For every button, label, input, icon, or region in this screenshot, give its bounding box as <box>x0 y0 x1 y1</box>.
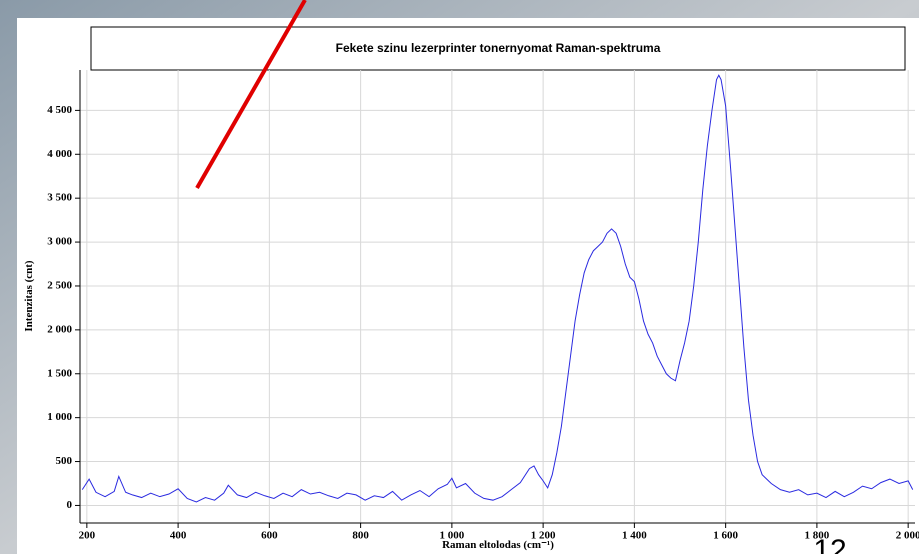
y-tick-label: 0 <box>67 499 73 511</box>
x-tick-label: 200 <box>79 530 96 542</box>
x-tick-label: 1 400 <box>622 530 647 542</box>
x-tick-label: 1 600 <box>713 530 738 542</box>
x-axis-label: Raman eltolodas (cm⁻¹) <box>442 539 554 551</box>
y-tick-label: 4 500 <box>47 104 72 116</box>
y-tick-label: 1 000 <box>47 411 72 423</box>
pointer-line <box>195 0 307 189</box>
y-tick-label: 2 000 <box>47 323 72 335</box>
chart-title: Fekete szinu lezerprinter tonernyomat Ra… <box>336 41 661 55</box>
y-tick-label: 3 500 <box>47 192 72 204</box>
y-tick-label: 2 500 <box>47 279 72 291</box>
y-tick-label: 500 <box>56 455 73 467</box>
x-tick-label: 1 200 <box>531 530 556 542</box>
y-axis-label: Intenzitas (cnt) <box>23 260 35 332</box>
x-tick-label: 2 000 <box>896 530 919 542</box>
y-tick-label: 3 000 <box>47 236 72 248</box>
x-tick-label: 400 <box>170 530 187 542</box>
y-tick-label: 4 000 <box>47 148 72 160</box>
x-tick-label: 1 800 <box>805 530 830 542</box>
slide-number: 12 <box>813 534 846 554</box>
x-tick-label: 600 <box>261 530 278 542</box>
y-tick-label: 1 500 <box>47 367 72 379</box>
plot-area: 0 500 1 000 1 500 2 000 2 500 3 000 3 500 4 000 4… <box>47 70 919 542</box>
title-box <box>90 26 906 71</box>
spectrum-line <box>81 74 914 503</box>
x-tick-label: 1 000 <box>439 530 464 542</box>
x-tick-label: 800 <box>352 530 369 542</box>
